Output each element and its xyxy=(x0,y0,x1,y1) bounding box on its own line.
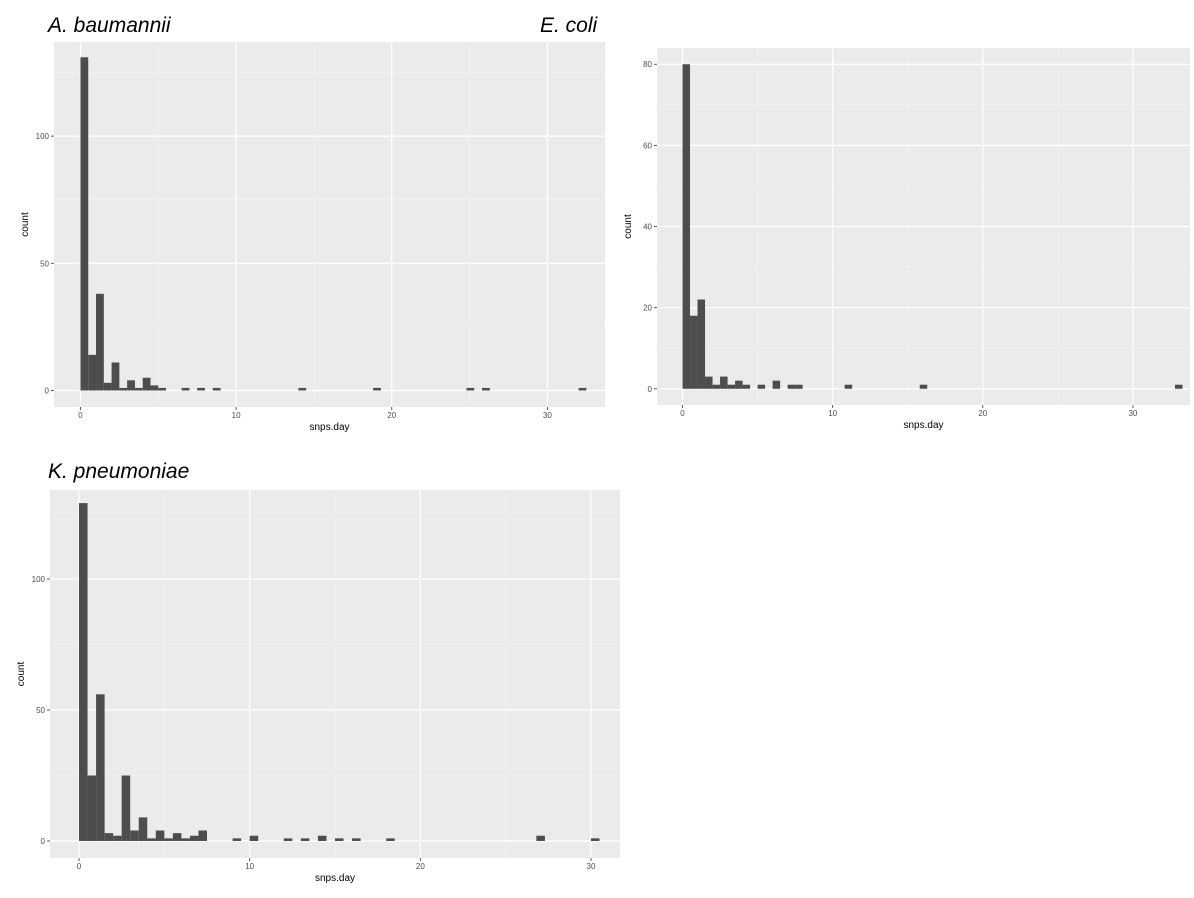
x-tick-label: 20 xyxy=(416,862,425,871)
histogram-bar xyxy=(705,376,713,389)
histogram-bar xyxy=(757,384,766,389)
histogram-bar xyxy=(142,377,151,391)
histogram-bar xyxy=(590,838,600,841)
histogram-bar xyxy=(96,694,105,841)
histogram-bar xyxy=(386,838,395,841)
histogram-bar xyxy=(88,354,97,391)
histogram-bar xyxy=(111,362,120,391)
histogram-bar xyxy=(578,387,587,391)
histogram-bar xyxy=(795,384,803,389)
x-tick-label: 0 xyxy=(680,409,685,418)
histogram-bar xyxy=(373,387,381,391)
histogram-bar xyxy=(172,833,182,841)
histogram-bar xyxy=(158,387,167,391)
histogram-bar xyxy=(466,387,475,391)
y-tick-label: 100 xyxy=(32,575,46,584)
histogram-bar xyxy=(536,835,545,841)
y-tick-label: 50 xyxy=(40,259,49,268)
histogram-bar xyxy=(232,838,242,841)
histogram-bar xyxy=(697,299,706,389)
x-tick-label: 10 xyxy=(828,409,837,418)
histogram-bar xyxy=(712,384,721,389)
histogram-bar xyxy=(352,838,361,841)
histogram-bar xyxy=(720,376,728,389)
histogram-bar xyxy=(198,830,208,841)
x-tick-label: 20 xyxy=(978,409,987,418)
x-tick-label: 30 xyxy=(1128,409,1137,418)
histogram-bar xyxy=(127,380,135,391)
y-axis-title: count xyxy=(623,214,634,239)
histogram-bar xyxy=(682,64,691,389)
histogram-bar xyxy=(844,384,853,389)
histogram-bar xyxy=(181,387,190,391)
histogram-bar xyxy=(138,817,148,841)
histogram-bar xyxy=(80,57,89,391)
histogram-bar xyxy=(189,835,199,841)
histogram-bar xyxy=(164,838,173,841)
histogram-bar xyxy=(300,838,310,841)
histogram-bar xyxy=(1174,384,1183,389)
histogram-bar xyxy=(919,384,928,389)
histogram-e-coli: 0 10 20 30 0 20 40 60 80 snps.day count xyxy=(623,48,1190,431)
histogram-bar xyxy=(735,380,743,389)
histogram-a-baumannii: 0 10 20 30 0 50 100 snps.day count xyxy=(20,42,605,433)
x-tick-label: 0 xyxy=(77,862,82,871)
y-axis-title: count xyxy=(20,212,31,237)
histogram-bar xyxy=(103,382,112,391)
x-tick-label: 10 xyxy=(245,862,254,871)
y-tick-label: 0 xyxy=(648,385,653,394)
histogram-bar xyxy=(87,775,97,841)
histogram-bar xyxy=(742,384,751,389)
histogram-bar xyxy=(690,315,698,389)
histogram-bar xyxy=(104,833,114,841)
x-axis-title: snps.day xyxy=(309,422,349,433)
histogram-bar xyxy=(335,838,344,841)
histogram-bar xyxy=(150,385,159,391)
x-tick-label: 30 xyxy=(587,862,596,871)
histogram-bar xyxy=(155,830,165,841)
y-tick-label: 50 xyxy=(36,706,45,715)
histogram-bar xyxy=(119,387,128,391)
histogram-k-pneumoniae: 0 10 20 30 0 50 100 snps.day count xyxy=(16,490,620,884)
histogram-bar xyxy=(249,835,259,841)
chart-title-e-coli: E. coli xyxy=(540,14,598,37)
x-axis-title: snps.day xyxy=(903,420,943,431)
histogram-bar xyxy=(482,387,490,391)
x-tick-label: 30 xyxy=(543,411,552,420)
x-tick-label: 10 xyxy=(232,411,241,420)
chart-title-a-baumannii: A. baumannii xyxy=(48,14,171,37)
histogram-bar xyxy=(212,387,221,391)
histogram-bar xyxy=(147,838,156,841)
histogram-bar xyxy=(121,775,131,841)
histogram-bar xyxy=(130,830,139,841)
x-tick-label: 20 xyxy=(387,411,396,420)
y-tick-label: 100 xyxy=(36,132,50,141)
histogram-bar xyxy=(772,380,781,389)
histogram-bar xyxy=(96,293,104,391)
x-tick-label: 0 xyxy=(78,411,83,420)
y-tick-label: 20 xyxy=(643,304,652,313)
y-axis-title: count xyxy=(16,662,27,687)
histogram-bar xyxy=(181,838,190,841)
y-tick-label: 40 xyxy=(643,223,652,232)
chart-title-k-pneumoniae: K. pneumoniae xyxy=(48,460,190,483)
histogram-bar xyxy=(787,384,796,389)
x-axis-title: snps.day xyxy=(315,873,355,884)
histogram-bar xyxy=(283,838,293,841)
histogram-bar xyxy=(79,503,88,841)
y-tick-label: 0 xyxy=(41,837,46,846)
plot-panel-background xyxy=(54,42,605,407)
y-tick-label: 0 xyxy=(45,386,50,395)
histogram-bar xyxy=(727,384,736,389)
histogram-bar xyxy=(134,387,143,391)
y-tick-label: 60 xyxy=(643,141,652,150)
histogram-bar xyxy=(113,835,122,841)
histogram-bar xyxy=(197,387,205,391)
histogram-bar xyxy=(317,835,327,841)
y-tick-label: 80 xyxy=(643,60,652,69)
histogram-bar xyxy=(298,387,307,391)
